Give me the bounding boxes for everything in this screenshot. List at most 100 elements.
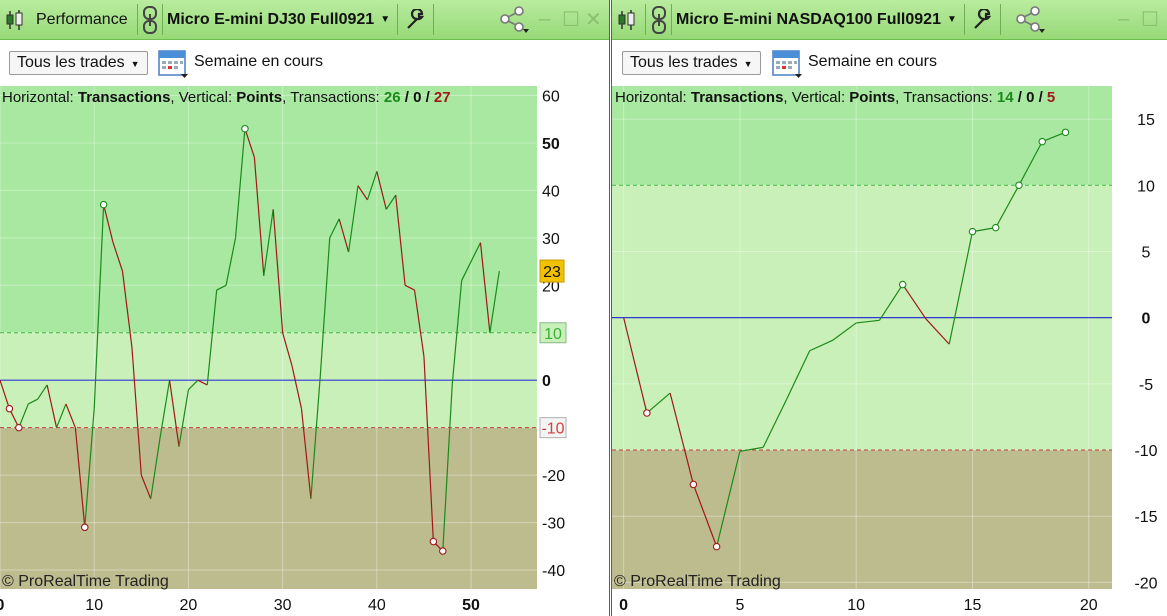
minimize-icon[interactable]: –: [1118, 8, 1130, 30]
lower-zone: [0, 427, 537, 589]
chart-info-line: Horizontal: Transactions, Vertical: Poin…: [615, 89, 1056, 106]
period-label: Semaine en cours: [808, 53, 937, 70]
series-segment: [46, 384, 58, 428]
equity-chart[interactable]: -40-30-20-1001020304050600102030405010-1…: [0, 86, 609, 616]
candlestick-icon: [614, 0, 640, 39]
series-segment: [225, 237, 237, 286]
wrench-icon[interactable]: [967, 0, 999, 39]
losses-count: 5: [1046, 89, 1056, 106]
series-segment: [150, 437, 161, 499]
y-tick-label: 10: [1137, 178, 1155, 195]
lower-threshold-badge-box: [539, 417, 567, 439]
link-icon[interactable]: [648, 0, 670, 39]
data-point: [643, 409, 651, 417]
x-tick-label: 10: [85, 597, 103, 614]
series-segment: [623, 317, 648, 414]
data-point: [712, 542, 721, 551]
maximize-icon[interactable]: ☐: [562, 9, 580, 31]
calendar-icon[interactable]: [770, 45, 804, 79]
series-segment: [357, 185, 368, 201]
series-segment: [385, 194, 397, 210]
series-segment: [291, 365, 303, 409]
series-segment: [263, 209, 274, 276]
series-segment: [319, 237, 331, 376]
data-point: [968, 227, 977, 236]
chevron-down-icon: ▼: [946, 14, 957, 25]
data-point: [241, 124, 249, 133]
performance-tab[interactable]: Performance: [36, 0, 128, 39]
series-segment: [878, 284, 904, 321]
trade-filter-dropdown[interactable]: Tous les trades ▼: [9, 51, 148, 75]
series-segment: [785, 350, 811, 400]
lower-threshold-badge: -10: [539, 417, 567, 439]
last-value-box: [539, 259, 565, 283]
series-segment: [925, 318, 950, 345]
data-point: [1038, 137, 1046, 146]
maximize-icon[interactable]: ☐: [1141, 9, 1159, 31]
chevron-down-icon: ▼: [743, 59, 753, 69]
y-tick-label: -40: [542, 563, 565, 580]
series-segment: [234, 128, 246, 238]
calendar-icon[interactable]: [156, 45, 190, 79]
y-tick-label: 15: [1137, 112, 1155, 129]
chart-toolbar: Tous les trades ▼ Semaine en cours: [612, 40, 1167, 86]
series-segment: [1018, 141, 1043, 186]
series-segment: [159, 380, 171, 438]
y-tick-label: 50: [542, 136, 560, 153]
series-segment: [470, 242, 482, 262]
data-point: [5, 404, 14, 413]
wins-count: 26: [383, 89, 401, 106]
y-tick-label: 0: [1142, 311, 1151, 328]
series-segment: [84, 408, 95, 528]
share-icon[interactable]: [1012, 0, 1050, 39]
x-tick-label: 20: [1080, 597, 1098, 614]
upper-threshold-badge-text: 10: [544, 326, 562, 343]
series-segment: [716, 451, 741, 547]
series-segment: [669, 392, 694, 485]
minimize-icon[interactable]: –: [539, 8, 551, 30]
instrument-name: Micro E-mini NASDAQ100 Full0921: [676, 10, 941, 28]
series-segment: [140, 474, 152, 500]
series-segment: [121, 270, 133, 348]
series-segment: [338, 218, 350, 253]
period-label: Semaine en cours: [194, 53, 323, 70]
series-segment: [902, 284, 927, 320]
series-segment: [206, 289, 218, 386]
series-segment: [856, 319, 880, 324]
data-point: [99, 200, 108, 209]
y-tick-label: -20: [542, 468, 565, 485]
series-segment: [74, 427, 86, 528]
x-tick-label: 10: [847, 597, 865, 614]
wrench-icon[interactable]: [400, 0, 432, 39]
y-tick-label: -20: [1134, 575, 1157, 592]
chevron-down-icon: ▼: [380, 14, 391, 25]
series-segment: [253, 157, 265, 276]
instrument-name: Micro E-mini DJ30 Full0921: [167, 10, 375, 28]
series-segment: [131, 346, 142, 476]
series-segment: [112, 242, 124, 272]
lower-threshold-badge-text: -10: [541, 421, 564, 438]
wins-count: 14: [996, 89, 1014, 106]
copyright-text: © ProRealTime Trading: [614, 573, 781, 590]
lower-zone: [612, 450, 1112, 589]
trade-filter-value: Tous les trades: [630, 54, 738, 71]
series-segment: [413, 289, 425, 357]
series-segment: [244, 128, 255, 158]
series-segment: [1042, 131, 1066, 143]
y-tick-label: 5: [1142, 244, 1151, 261]
instrument-selector[interactable]: Micro E-mini DJ30 Full0921 ▼: [167, 0, 390, 39]
trade-filter-dropdown[interactable]: Tous les trades ▼: [622, 51, 761, 75]
series-segment: [272, 209, 284, 333]
last-value-text: 23: [543, 264, 561, 281]
series-segment: [395, 195, 406, 286]
series-segment: [423, 356, 434, 542]
x-tick-label: 20: [180, 597, 198, 614]
trade-filter-value: Tous les trades: [17, 54, 125, 71]
close-icon[interactable]: ✕: [585, 9, 602, 31]
link-icon[interactable]: [139, 0, 161, 39]
instrument-selector[interactable]: Micro E-mini NASDAQ100 Full0921 ▼: [676, 0, 957, 39]
y-tick-label: -5: [1139, 377, 1153, 394]
share-icon[interactable]: [496, 0, 534, 39]
series-segment: [300, 408, 312, 499]
